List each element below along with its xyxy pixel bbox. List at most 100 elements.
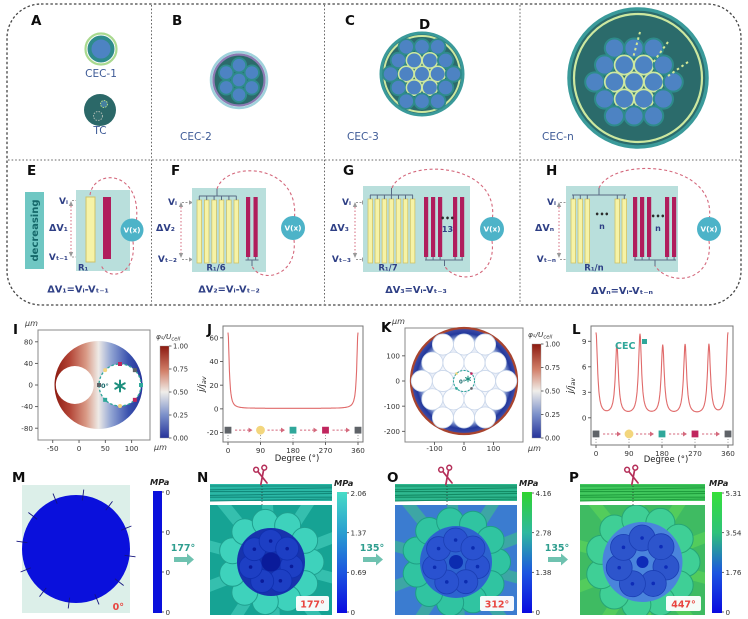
panel-D: D CEC-n	[419, 7, 709, 149]
fiber-cell	[442, 388, 465, 411]
svg-text:-80: -80	[21, 424, 33, 433]
resistor-label: R₁	[78, 264, 89, 274]
voltmeter	[281, 216, 305, 240]
svg-text:0.00: 0.00	[173, 435, 188, 443]
yellow-electrode	[85, 196, 96, 263]
fiber-cell	[623, 71, 645, 93]
fiber-cell	[436, 79, 455, 97]
ring-marker	[103, 397, 108, 402]
v-top-label: Vᵢ	[168, 198, 177, 208]
svg-text:φₛ/Ucell: φₛ/Ucell	[528, 330, 553, 341]
svg-text:0: 0	[166, 608, 171, 617]
cec1-schematic	[84, 32, 118, 66]
cut-position-marker	[592, 430, 600, 438]
fiber-cell	[453, 406, 475, 429]
fiber-cell	[633, 88, 655, 110]
svg-text:40: 40	[209, 357, 219, 366]
fiber-cell	[613, 88, 635, 110]
fiber-cell	[603, 105, 626, 127]
fiber-cell	[474, 333, 497, 356]
v-top-label: Vᵢ	[342, 198, 351, 208]
svg-text:0: 0	[214, 404, 219, 413]
cec3-schematic	[379, 31, 465, 117]
cec3-label: CEC-3	[347, 131, 379, 143]
red-electrode	[672, 197, 677, 257]
equation: ΔVₙ=Vᵢ-Vₜ₋ₙ	[591, 286, 653, 297]
red-electrode	[246, 197, 251, 257]
stress-colorbar	[337, 492, 347, 613]
red-count: 13	[442, 225, 453, 234]
equation: ΔV₂=Vᵢ-Vₜ₋₂	[198, 285, 260, 296]
delta-v-label: ΔVₙ	[535, 223, 554, 234]
fiber-cell	[633, 54, 655, 76]
twist-angle-label: 0°	[113, 602, 124, 613]
current-density-curve	[595, 332, 729, 413]
fiber-cell	[623, 105, 645, 127]
parallel-bus-top	[572, 188, 626, 199]
stress-colorbar	[522, 492, 532, 613]
fiber-cell	[662, 71, 684, 93]
fiber-cell	[484, 351, 507, 374]
svg-text:0: 0	[462, 444, 467, 453]
svg-text:2.78: 2.78	[536, 528, 552, 537]
asterisk-marker	[465, 377, 471, 381]
yellow-electrode	[577, 198, 583, 264]
svg-text:MPa: MPa	[334, 478, 354, 488]
fiber-cell	[643, 71, 665, 93]
red-electrode	[460, 197, 465, 257]
yellow-electrode	[233, 199, 239, 264]
svg-text:0: 0	[351, 608, 356, 617]
fiber-cell	[421, 51, 439, 69]
svg-text:80: 80	[24, 337, 34, 346]
svg-text:5.31: 5.31	[726, 489, 742, 498]
ring-marker	[118, 362, 122, 366]
twist-angle-label: 447°	[671, 600, 696, 611]
red-electrode	[633, 197, 638, 257]
radial-tick	[39, 587, 47, 597]
red-electrode	[647, 197, 652, 257]
red-electrode	[453, 197, 458, 257]
yellow-electrode	[388, 198, 395, 264]
fiber-cell	[463, 351, 486, 374]
probe-loop	[598, 167, 711, 218]
svg-text:270: 270	[319, 446, 333, 455]
yellow-electrode	[381, 198, 388, 264]
svg-text:6: 6	[582, 362, 587, 371]
panel-letter: L	[572, 322, 581, 338]
svg-text:4.16: 4.16	[536, 489, 552, 498]
yellow-electrode	[211, 199, 217, 264]
svg-text:360: 360	[351, 446, 365, 455]
svg-text:μm: μm	[24, 319, 38, 328]
red-electrode	[431, 197, 436, 257]
delta-v-label: ΔV₁	[49, 223, 68, 234]
svg-text:j/jav: j/jav	[197, 376, 208, 393]
continuation-dashes	[632, 31, 641, 59]
v-bottom-label: Vₜ₋₃	[332, 255, 351, 265]
radial-tick	[52, 493, 58, 504]
fiber-cell	[463, 388, 486, 411]
svg-text:0.75: 0.75	[173, 366, 188, 374]
fiber-cell	[594, 88, 616, 110]
panel-letter: O	[387, 470, 398, 486]
svg-text:0.50: 0.50	[173, 389, 188, 397]
continuation-dashes	[667, 61, 689, 77]
v-bottom-label: Vₜ₋ₙ	[537, 255, 556, 265]
svg-text:1.00: 1.00	[173, 343, 188, 351]
cec-legend-marker	[642, 339, 647, 344]
red-electrode	[424, 197, 429, 257]
ellipsis: •••	[651, 212, 665, 221]
svg-text:3.54: 3.54	[726, 528, 742, 537]
radial-tick	[124, 554, 136, 558]
fiber-cell	[421, 351, 444, 374]
scissors-icon	[437, 464, 453, 486]
ring-marker	[139, 383, 143, 387]
panel-letter: H	[546, 163, 557, 179]
red-electrode	[253, 197, 258, 257]
svg-text:0.75: 0.75	[545, 364, 560, 372]
svg-text:1.37: 1.37	[351, 528, 367, 537]
voltmeter	[480, 217, 504, 241]
panel-letter: J	[206, 322, 212, 338]
fiber-cell	[474, 370, 497, 392]
panel-letter: B	[172, 13, 182, 29]
delta-v-label: ΔV₂	[156, 223, 175, 234]
